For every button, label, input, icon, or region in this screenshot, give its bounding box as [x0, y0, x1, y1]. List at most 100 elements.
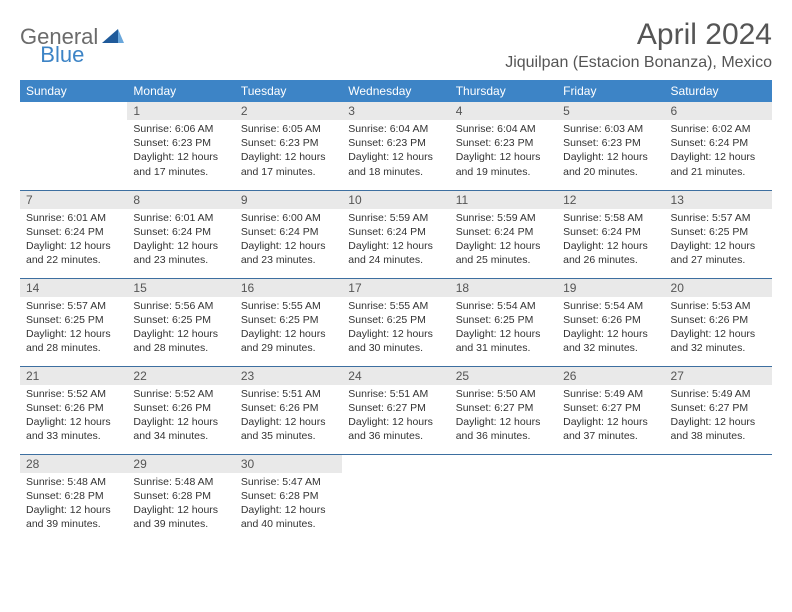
sunset-text: Sunset: 6:24 PM	[563, 225, 658, 239]
day-number: 26	[557, 367, 664, 385]
sunrise-text: Sunrise: 6:01 AM	[133, 211, 228, 225]
day-number: 30	[235, 455, 342, 473]
sunrise-text: Sunrise: 5:56 AM	[133, 299, 228, 313]
sunset-text: Sunset: 6:26 PM	[241, 401, 336, 415]
day-number: 1	[127, 102, 234, 120]
sunrise-text: Sunrise: 5:48 AM	[26, 475, 121, 489]
calendar-day-cell: 15Sunrise: 5:56 AMSunset: 6:25 PMDayligh…	[127, 278, 234, 366]
day-number: 10	[342, 191, 449, 209]
day-number: 25	[450, 367, 557, 385]
sunrise-text: Sunrise: 5:58 AM	[563, 211, 658, 225]
sunrise-text: Sunrise: 5:53 AM	[671, 299, 766, 313]
daylight-text: Daylight: 12 hours and 35 minutes.	[241, 415, 336, 443]
day-content: Sunrise: 5:59 AMSunset: 6:24 PMDaylight:…	[450, 209, 557, 272]
daylight-text: Daylight: 12 hours and 37 minutes.	[563, 415, 658, 443]
daylight-text: Daylight: 12 hours and 29 minutes.	[241, 327, 336, 355]
daylight-text: Daylight: 12 hours and 24 minutes.	[348, 239, 443, 267]
sunrise-text: Sunrise: 5:52 AM	[133, 387, 228, 401]
sunset-text: Sunset: 6:24 PM	[26, 225, 121, 239]
day-content: Sunrise: 5:48 AMSunset: 6:28 PMDaylight:…	[127, 473, 234, 536]
calendar-week-row: 7Sunrise: 6:01 AMSunset: 6:24 PMDaylight…	[20, 190, 772, 278]
day-content: Sunrise: 5:49 AMSunset: 6:27 PMDaylight:…	[665, 385, 772, 448]
daylight-text: Daylight: 12 hours and 40 minutes.	[241, 503, 336, 531]
calendar-week-row: 28Sunrise: 5:48 AMSunset: 6:28 PMDayligh…	[20, 454, 772, 542]
calendar-day-cell: 16Sunrise: 5:55 AMSunset: 6:25 PMDayligh…	[235, 278, 342, 366]
sunset-text: Sunset: 6:26 PM	[563, 313, 658, 327]
day-content: Sunrise: 5:51 AMSunset: 6:27 PMDaylight:…	[342, 385, 449, 448]
calendar-day-cell	[450, 454, 557, 542]
day-content: Sunrise: 6:00 AMSunset: 6:24 PMDaylight:…	[235, 209, 342, 272]
sunset-text: Sunset: 6:24 PM	[671, 136, 766, 150]
daylight-text: Daylight: 12 hours and 28 minutes.	[133, 327, 228, 355]
sunset-text: Sunset: 6:25 PM	[456, 313, 551, 327]
day-content: Sunrise: 6:02 AMSunset: 6:24 PMDaylight:…	[665, 120, 772, 183]
day-number: 16	[235, 279, 342, 297]
calendar-day-cell: 18Sunrise: 5:54 AMSunset: 6:25 PMDayligh…	[450, 278, 557, 366]
calendar-day-cell	[557, 454, 664, 542]
day-content: Sunrise: 6:06 AMSunset: 6:23 PMDaylight:…	[127, 120, 234, 183]
daylight-text: Daylight: 12 hours and 38 minutes.	[671, 415, 766, 443]
day-content: Sunrise: 5:54 AMSunset: 6:25 PMDaylight:…	[450, 297, 557, 360]
day-number: 11	[450, 191, 557, 209]
day-content: Sunrise: 6:01 AMSunset: 6:24 PMDaylight:…	[127, 209, 234, 272]
sunrise-text: Sunrise: 5:55 AM	[348, 299, 443, 313]
sunrise-text: Sunrise: 5:51 AM	[348, 387, 443, 401]
calendar-day-cell: 7Sunrise: 6:01 AMSunset: 6:24 PMDaylight…	[20, 190, 127, 278]
sunrise-text: Sunrise: 5:47 AM	[241, 475, 336, 489]
daylight-text: Daylight: 12 hours and 17 minutes.	[241, 150, 336, 178]
daylight-text: Daylight: 12 hours and 36 minutes.	[348, 415, 443, 443]
sunrise-text: Sunrise: 5:55 AM	[241, 299, 336, 313]
sunrise-text: Sunrise: 6:04 AM	[456, 122, 551, 136]
daylight-text: Daylight: 12 hours and 26 minutes.	[563, 239, 658, 267]
sunset-text: Sunset: 6:23 PM	[241, 136, 336, 150]
day-content: Sunrise: 5:58 AMSunset: 6:24 PMDaylight:…	[557, 209, 664, 272]
calendar-day-cell: 11Sunrise: 5:59 AMSunset: 6:24 PMDayligh…	[450, 190, 557, 278]
day-content: Sunrise: 6:01 AMSunset: 6:24 PMDaylight:…	[20, 209, 127, 272]
day-content: Sunrise: 5:47 AMSunset: 6:28 PMDaylight:…	[235, 473, 342, 536]
sunrise-text: Sunrise: 6:04 AM	[348, 122, 443, 136]
sunset-text: Sunset: 6:26 PM	[26, 401, 121, 415]
day-content: Sunrise: 6:04 AMSunset: 6:23 PMDaylight:…	[342, 120, 449, 183]
calendar-week-row: 14Sunrise: 5:57 AMSunset: 6:25 PMDayligh…	[20, 278, 772, 366]
daylight-text: Daylight: 12 hours and 18 minutes.	[348, 150, 443, 178]
day-number: 28	[20, 455, 127, 473]
weekday-header-row: SundayMondayTuesdayWednesdayThursdayFrid…	[20, 80, 772, 102]
sunset-text: Sunset: 6:27 PM	[456, 401, 551, 415]
day-content: Sunrise: 5:50 AMSunset: 6:27 PMDaylight:…	[450, 385, 557, 448]
sunset-text: Sunset: 6:25 PM	[348, 313, 443, 327]
calendar-day-cell: 4Sunrise: 6:04 AMSunset: 6:23 PMDaylight…	[450, 102, 557, 190]
daylight-text: Daylight: 12 hours and 27 minutes.	[671, 239, 766, 267]
day-number: 5	[557, 102, 664, 120]
logo: General Blue	[20, 18, 170, 50]
calendar-day-cell: 3Sunrise: 6:04 AMSunset: 6:23 PMDaylight…	[342, 102, 449, 190]
location: Jiquilpan (Estacion Bonanza), Mexico	[505, 54, 772, 72]
sunset-text: Sunset: 6:24 PM	[456, 225, 551, 239]
sunrise-text: Sunrise: 5:57 AM	[671, 211, 766, 225]
day-number: 27	[665, 367, 772, 385]
sunrise-text: Sunrise: 5:59 AM	[456, 211, 551, 225]
calendar-day-cell	[342, 454, 449, 542]
day-number: 22	[127, 367, 234, 385]
daylight-text: Daylight: 12 hours and 39 minutes.	[133, 503, 228, 531]
sunset-text: Sunset: 6:24 PM	[241, 225, 336, 239]
calendar-day-cell	[665, 454, 772, 542]
day-number: 4	[450, 102, 557, 120]
daylight-text: Daylight: 12 hours and 36 minutes.	[456, 415, 551, 443]
sunset-text: Sunset: 6:27 PM	[348, 401, 443, 415]
sunset-text: Sunset: 6:25 PM	[26, 313, 121, 327]
calendar-day-cell: 23Sunrise: 5:51 AMSunset: 6:26 PMDayligh…	[235, 366, 342, 454]
day-number: 19	[557, 279, 664, 297]
title-block: April 2024 Jiquilpan (Estacion Bonanza),…	[505, 18, 772, 72]
logo-triangle-icon	[102, 27, 124, 48]
daylight-text: Daylight: 12 hours and 23 minutes.	[241, 239, 336, 267]
sunset-text: Sunset: 6:28 PM	[133, 489, 228, 503]
calendar-day-cell: 12Sunrise: 5:58 AMSunset: 6:24 PMDayligh…	[557, 190, 664, 278]
day-content: Sunrise: 5:59 AMSunset: 6:24 PMDaylight:…	[342, 209, 449, 272]
weekday-header: Wednesday	[342, 80, 449, 102]
sunrise-text: Sunrise: 5:59 AM	[348, 211, 443, 225]
day-number: 13	[665, 191, 772, 209]
sunset-text: Sunset: 6:23 PM	[133, 136, 228, 150]
weekday-header: Tuesday	[235, 80, 342, 102]
sunrise-text: Sunrise: 5:49 AM	[671, 387, 766, 401]
sunrise-text: Sunrise: 5:54 AM	[563, 299, 658, 313]
